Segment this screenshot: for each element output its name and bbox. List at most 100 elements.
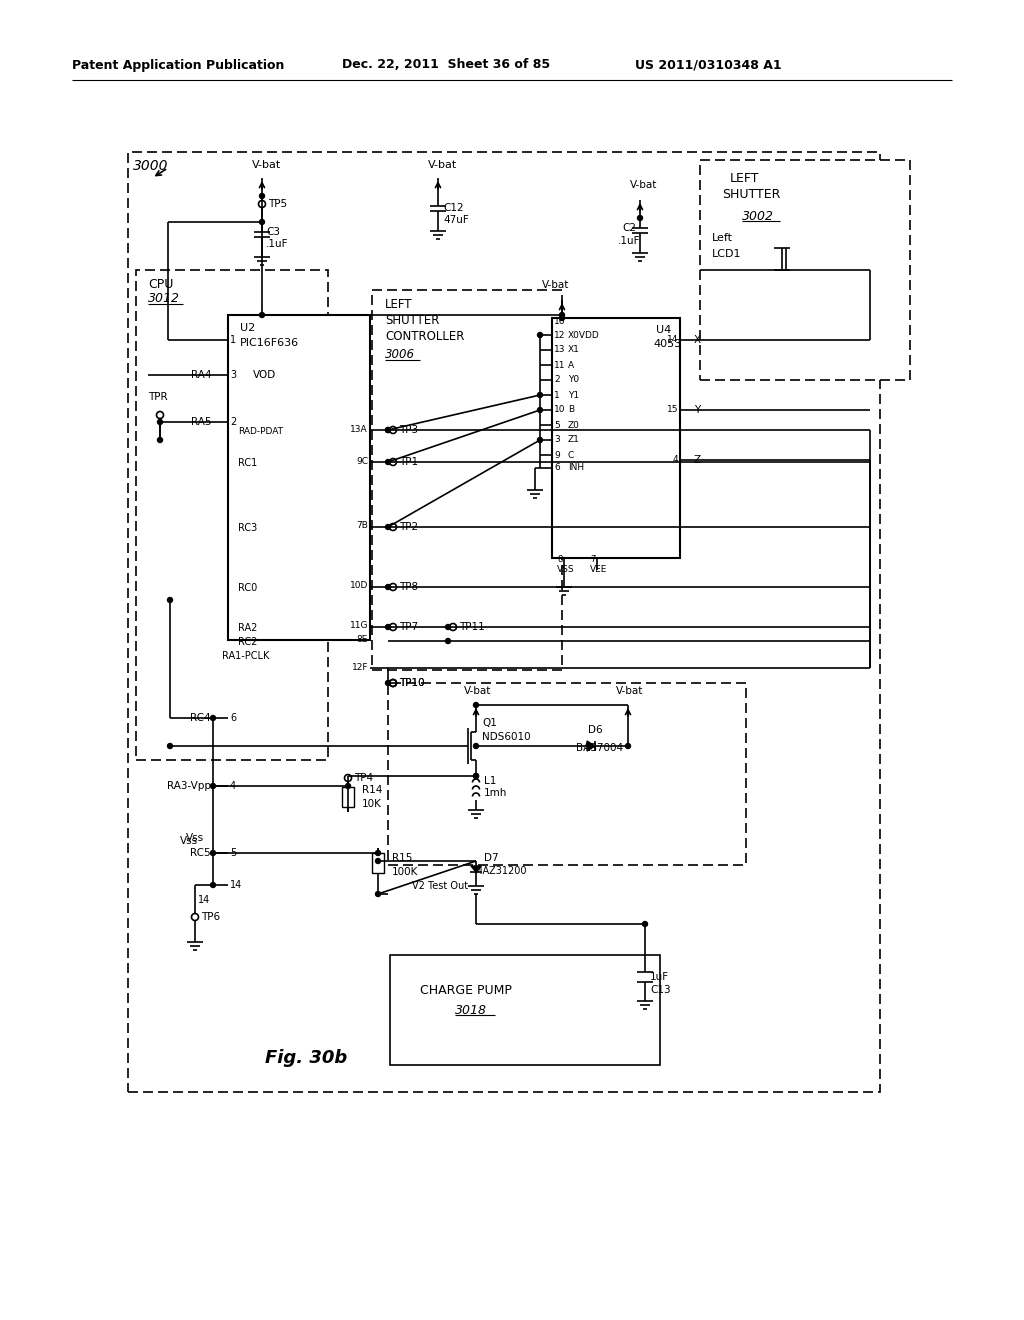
- Text: 10K: 10K: [362, 799, 382, 809]
- Text: LEFT: LEFT: [730, 172, 760, 185]
- Text: 15: 15: [667, 405, 678, 414]
- Text: Z0: Z0: [568, 421, 580, 429]
- Text: BAS7004: BAS7004: [575, 743, 624, 752]
- Text: 14: 14: [230, 880, 243, 890]
- Text: US 2011/0310348 A1: US 2011/0310348 A1: [635, 58, 781, 71]
- Text: VEE: VEE: [590, 565, 607, 574]
- Text: V-bat: V-bat: [616, 686, 643, 696]
- Text: TP3: TP3: [399, 425, 418, 436]
- Text: VSS: VSS: [557, 565, 574, 574]
- Circle shape: [168, 743, 172, 748]
- Text: V-bat: V-bat: [464, 686, 492, 696]
- Text: V-bat: V-bat: [542, 280, 569, 290]
- Text: 7B: 7B: [356, 521, 368, 531]
- Circle shape: [376, 858, 381, 863]
- Circle shape: [559, 315, 564, 321]
- Circle shape: [473, 702, 478, 708]
- Text: Dec. 22, 2011  Sheet 36 of 85: Dec. 22, 2011 Sheet 36 of 85: [342, 58, 550, 71]
- Text: Y0: Y0: [568, 375, 580, 384]
- Text: 1uF: 1uF: [650, 972, 669, 982]
- Text: C2: C2: [622, 223, 636, 234]
- Text: 4: 4: [673, 455, 678, 465]
- Text: RC2: RC2: [238, 638, 257, 647]
- Text: L1: L1: [484, 776, 497, 785]
- Text: 10D: 10D: [349, 582, 368, 590]
- Text: 13A: 13A: [350, 425, 368, 433]
- Text: Vss: Vss: [186, 833, 204, 843]
- Bar: [552, 318, 680, 558]
- Circle shape: [385, 524, 390, 529]
- Text: RC4: RC4: [190, 713, 211, 723]
- Text: RA5: RA5: [190, 417, 211, 426]
- Text: 5: 5: [230, 847, 237, 858]
- Text: Y: Y: [694, 405, 700, 414]
- Text: Z1: Z1: [568, 436, 580, 445]
- Text: 6: 6: [230, 713, 237, 723]
- Text: 6: 6: [554, 463, 560, 473]
- Text: V-bat: V-bat: [428, 160, 458, 170]
- Text: TP10: TP10: [399, 678, 425, 688]
- Text: CHARGE PUMP: CHARGE PUMP: [420, 983, 512, 997]
- Circle shape: [473, 743, 478, 748]
- Text: MAZ31200: MAZ31200: [474, 866, 526, 876]
- Text: 4053: 4053: [653, 339, 681, 348]
- Text: TP5: TP5: [268, 199, 287, 209]
- Text: RC1: RC1: [238, 458, 257, 469]
- Circle shape: [168, 598, 172, 602]
- Text: 7: 7: [590, 556, 595, 565]
- Text: RAD-PDAT: RAD-PDAT: [238, 426, 283, 436]
- Text: 5: 5: [554, 421, 560, 429]
- Circle shape: [259, 313, 264, 318]
- Circle shape: [445, 624, 451, 630]
- Text: 13: 13: [554, 346, 565, 355]
- Text: 100K: 100K: [392, 867, 419, 876]
- Bar: [136, 271, 328, 760]
- Text: 9: 9: [554, 450, 560, 459]
- Circle shape: [211, 784, 215, 788]
- Text: V-bat: V-bat: [630, 180, 657, 190]
- Circle shape: [559, 313, 564, 318]
- Circle shape: [211, 883, 215, 887]
- Text: 3012: 3012: [148, 293, 180, 305]
- Circle shape: [538, 437, 543, 442]
- Text: 12: 12: [554, 330, 565, 339]
- Text: 14: 14: [198, 895, 210, 906]
- Text: 16: 16: [554, 317, 565, 326]
- Circle shape: [376, 891, 381, 896]
- Text: TP8: TP8: [399, 582, 418, 591]
- Circle shape: [385, 585, 390, 590]
- Polygon shape: [471, 866, 481, 873]
- Bar: [342, 787, 354, 807]
- Polygon shape: [587, 741, 595, 751]
- Circle shape: [445, 639, 451, 644]
- Circle shape: [158, 420, 163, 425]
- Text: TP7: TP7: [399, 622, 418, 632]
- Circle shape: [385, 624, 390, 630]
- Text: D7: D7: [484, 853, 499, 863]
- Text: X1: X1: [568, 346, 580, 355]
- Text: 3006: 3006: [385, 348, 415, 362]
- Text: 3018: 3018: [455, 1003, 487, 1016]
- Text: 3: 3: [554, 436, 560, 445]
- Text: Left: Left: [712, 234, 733, 243]
- Text: 14: 14: [667, 335, 678, 345]
- Circle shape: [538, 392, 543, 397]
- Text: Fig. 30b: Fig. 30b: [265, 1049, 347, 1067]
- Text: X: X: [694, 335, 701, 345]
- Circle shape: [345, 784, 350, 788]
- Text: SHUTTER: SHUTTER: [385, 314, 439, 327]
- Text: RA3-Vpp: RA3-Vpp: [167, 781, 211, 791]
- Text: TPR: TPR: [148, 392, 168, 403]
- Text: TP2: TP2: [399, 521, 418, 532]
- Text: 4: 4: [230, 781, 237, 791]
- Text: RC5: RC5: [190, 847, 211, 858]
- Text: RA2: RA2: [238, 623, 257, 634]
- Text: Vss: Vss: [180, 836, 198, 846]
- Text: 8E: 8E: [356, 635, 368, 644]
- Text: RA1-PCLK: RA1-PCLK: [222, 651, 269, 661]
- Circle shape: [385, 459, 390, 465]
- Circle shape: [638, 215, 642, 220]
- Text: R14: R14: [362, 785, 382, 795]
- Text: PIC16F636: PIC16F636: [240, 338, 299, 348]
- Text: INH: INH: [568, 463, 584, 473]
